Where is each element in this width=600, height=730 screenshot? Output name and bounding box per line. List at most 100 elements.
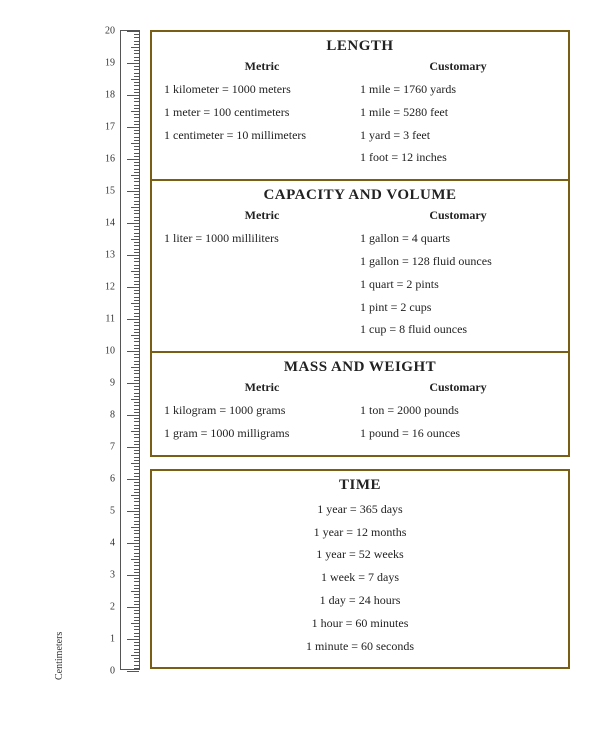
ruler-tick <box>134 610 139 611</box>
ruler-tick <box>127 415 139 416</box>
ruler-tick <box>134 482 139 483</box>
ruler-tick <box>134 261 139 262</box>
ruler-tick <box>127 575 139 576</box>
page: 01234567891011121314151617181920 Centime… <box>0 0 600 730</box>
ruler-tick <box>127 479 139 480</box>
ruler-number: 8 <box>110 410 115 421</box>
ruler-tick <box>134 636 139 637</box>
conversion-row: 1 gram = 1000 milligrams <box>164 422 360 445</box>
ruler-tick <box>134 652 139 653</box>
time-rows: 1 year = 365 days1 year = 12 months1 yea… <box>164 498 556 658</box>
ruler-tick <box>134 396 139 397</box>
ruler-tick <box>134 108 139 109</box>
ruler-tick <box>131 143 139 144</box>
ruler-tick <box>134 626 139 627</box>
ruler-tick <box>127 383 139 384</box>
ruler-tick <box>134 245 139 246</box>
centimeter-ruler: 01234567891011121314151617181920 <box>120 30 140 670</box>
mass-section: MASS AND WEIGHT Metric 1 kilogram = 1000… <box>152 353 568 455</box>
ruler-tick <box>134 284 139 285</box>
ruler-number: 14 <box>105 218 115 229</box>
ruler-tick <box>134 533 139 534</box>
ruler-tick <box>134 322 139 323</box>
ruler-tick <box>134 668 139 669</box>
ruler-tick <box>134 53 139 54</box>
column-header: Metric <box>164 208 360 223</box>
ruler-tick <box>131 47 139 48</box>
ruler-tick <box>134 601 139 602</box>
conversion-row: 1 year = 12 months <box>314 521 407 544</box>
ruler-tick <box>134 418 139 419</box>
conversion-row: 1 cup = 8 fluid ounces <box>360 318 556 341</box>
ruler-tick <box>134 485 139 486</box>
ruler-tick <box>134 210 139 211</box>
ruler-tick <box>134 498 139 499</box>
ruler-tick <box>134 604 139 605</box>
ruler-tick <box>131 207 139 208</box>
ruler-tick <box>134 469 139 470</box>
conversion-row: 1 minute = 60 seconds <box>306 635 414 658</box>
ruler-tick <box>134 325 139 326</box>
ruler-tick <box>134 220 139 221</box>
ruler-container: 01234567891011121314151617181920 Centime… <box>0 30 150 710</box>
ruler-tick <box>131 239 139 240</box>
ruler-tick <box>134 268 139 269</box>
ruler-tick <box>134 357 139 358</box>
conversion-row: 1 day = 24 hours <box>320 589 401 612</box>
ruler-tick <box>134 69 139 70</box>
ruler-tick <box>134 620 139 621</box>
ruler-tick <box>134 460 139 461</box>
ruler-tick <box>134 252 139 253</box>
ruler-tick <box>134 524 139 525</box>
ruler-tick <box>134 242 139 243</box>
ruler-tick <box>134 473 139 474</box>
conversion-row: 1 hour = 60 minutes <box>312 612 409 635</box>
conversion-row: 1 year = 365 days <box>317 498 402 521</box>
conversion-row: 1 ton = 2000 pounds <box>360 399 556 422</box>
conversion-row: 1 foot = 12 inches <box>360 146 556 169</box>
ruler-tick <box>127 127 139 128</box>
ruler-number: 10 <box>105 346 115 357</box>
two-columns: Metric 1 kilogram = 1000 grams1 gram = 1… <box>164 380 556 445</box>
time-rows-wrap: 1 year = 365 days1 year = 12 months1 yea… <box>164 498 556 658</box>
customary-column: Customary 1 mile = 1760 yards1 mile = 52… <box>360 59 556 169</box>
ruler-tick <box>127 319 139 320</box>
ruler-tick <box>134 476 139 477</box>
ruler-tick <box>134 50 139 51</box>
metric-rows: 1 liter = 1000 milliliters <box>164 227 360 250</box>
ruler-number: 18 <box>105 90 115 101</box>
ruler-tick <box>134 549 139 550</box>
ruler-tick <box>127 31 139 32</box>
ruler-tick <box>131 495 139 496</box>
metric-column: Metric 1 liter = 1000 milliliters <box>164 208 360 341</box>
ruler-tick <box>134 98 139 99</box>
conversion-row: 1 meter = 100 centimeters <box>164 101 360 124</box>
ruler-tick <box>134 578 139 579</box>
ruler-tick <box>134 57 139 58</box>
ruler-tick <box>134 172 139 173</box>
measurement-card: LENGTH Metric 1 kilometer = 1000 meters1… <box>150 30 570 457</box>
ruler-tick <box>134 633 139 634</box>
ruler-tick <box>134 540 139 541</box>
ruler-tick <box>134 137 139 138</box>
ruler-number: 4 <box>110 538 115 549</box>
ruler-tick <box>134 82 139 83</box>
ruler-tick <box>134 213 139 214</box>
conversion-row: 1 pound = 16 ounces <box>360 422 556 445</box>
ruler-tick <box>134 556 139 557</box>
conversion-row: 1 liter = 1000 milliliters <box>164 227 360 250</box>
ruler-tick <box>134 338 139 339</box>
conversion-row: 1 centimeter = 10 millimeters <box>164 124 360 147</box>
ruler-tick <box>127 607 139 608</box>
ruler-tick <box>134 188 139 189</box>
ruler-tick <box>134 140 139 141</box>
ruler-tick <box>131 623 139 624</box>
ruler-tick <box>134 466 139 467</box>
ruler-tick <box>134 530 139 531</box>
ruler-tick <box>134 306 139 307</box>
ruler-tick <box>134 277 139 278</box>
ruler-tick <box>134 316 139 317</box>
conversion-row: 1 mile = 1760 yards <box>360 78 556 101</box>
ruler-number: 15 <box>105 186 115 197</box>
ruler-tick <box>134 434 139 435</box>
